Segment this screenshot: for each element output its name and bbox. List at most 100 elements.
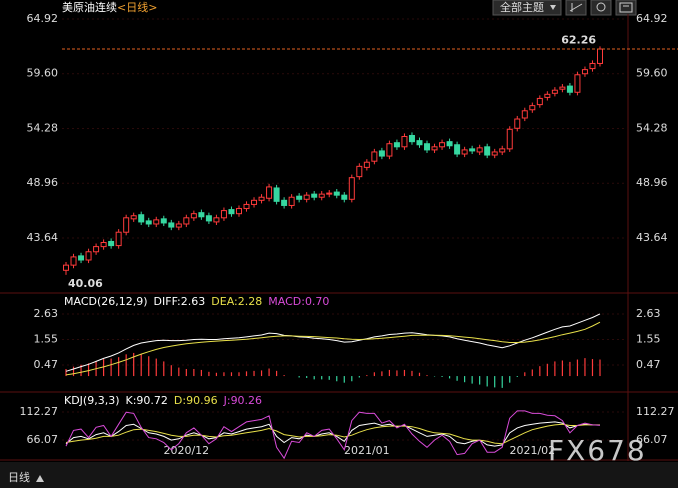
candle-body <box>153 219 160 225</box>
y-tick-label: 54.28 <box>27 121 59 134</box>
candle-body <box>220 210 227 219</box>
y-tick-label: 48.96 <box>27 176 59 189</box>
legend-value: 90.96 <box>186 394 218 407</box>
candle-body <box>424 143 431 151</box>
legend-name: MACD: <box>268 295 305 308</box>
candle-body <box>484 146 491 156</box>
candle-body <box>431 146 438 151</box>
candle-body <box>386 143 393 157</box>
x-tick-label: 2020/12 <box>163 444 209 457</box>
settings-icon <box>596 2 606 12</box>
theme-button-label[interactable]: 全部主题 <box>500 0 544 14</box>
candle-body <box>491 151 498 156</box>
legend-name: J: <box>223 394 231 407</box>
legend-value: 2.28 <box>238 295 263 308</box>
candle-body <box>205 215 212 222</box>
draw-icon <box>569 3 583 12</box>
dea-line <box>65 321 601 376</box>
candle-body <box>333 191 340 196</box>
candle-body <box>536 97 543 106</box>
candle-body <box>108 240 115 247</box>
indicator-legend: MACD(26,12,9) DIFF:2.63 DEA:2.28 MACD:0.70 <box>64 295 329 308</box>
y-tick-label: 112.27 <box>20 405 59 418</box>
candle-body <box>363 161 370 168</box>
candle-body <box>123 217 130 233</box>
legend-name: K: <box>126 394 137 407</box>
low-label: 40.06 <box>68 277 103 290</box>
y-tick-label: 2.63 <box>636 307 661 320</box>
candle-body <box>190 213 197 219</box>
legend-value: 2.63 <box>181 295 206 308</box>
candle-body <box>296 195 303 200</box>
candle-body <box>213 217 220 223</box>
candle-body <box>251 199 258 205</box>
high-label: 62.26 <box>561 33 596 46</box>
y-tick-label: 1.55 <box>34 332 59 345</box>
candle-body <box>348 177 355 200</box>
instrument-name: 美原油连续 <box>62 0 117 14</box>
indicator-line <box>65 423 600 445</box>
candle-body <box>476 147 483 153</box>
fullscreen-button[interactable] <box>615 0 637 16</box>
candle-body <box>408 134 415 143</box>
candle-body <box>63 264 69 271</box>
indicator-title: MACD(26,12,9) <box>64 295 148 308</box>
watermark: FX678 <box>548 434 647 467</box>
candle-body <box>183 217 190 225</box>
y-tick-label: 0.47 <box>636 358 661 371</box>
candle-body <box>341 194 348 200</box>
bottom-period[interactable]: 日线 <box>8 470 30 484</box>
candle-body <box>461 149 468 155</box>
legend-name: D: <box>174 394 186 407</box>
candle-body <box>198 212 205 218</box>
candle-body <box>589 62 596 70</box>
candle-body <box>78 255 85 261</box>
candle-body <box>168 222 175 228</box>
settings-button[interactable] <box>590 0 612 16</box>
candle-body <box>326 192 333 195</box>
candle-body <box>514 118 521 129</box>
candle-body <box>597 48 603 64</box>
candle-body <box>273 187 280 202</box>
candle-body <box>235 208 242 215</box>
plot-area: 43.64 43.64 48.96 48.96 54.28 54.28 59.60 59.60… <box>20 12 678 460</box>
candle-body <box>529 105 536 111</box>
candle-body <box>581 69 588 75</box>
x-tick-label: 2021/02 <box>509 444 555 457</box>
dropdown-icon[interactable] <box>550 5 556 10</box>
fullscreen-icon <box>619 2 633 13</box>
candle-body <box>551 89 558 94</box>
candle-body <box>559 86 566 90</box>
theme-button[interactable] <box>492 0 562 16</box>
candle-body <box>318 193 325 198</box>
y-tick-label: 43.64 <box>27 231 59 244</box>
candle-body <box>469 148 476 152</box>
period-menu-icon[interactable] <box>36 475 44 482</box>
candle-body <box>70 256 77 266</box>
candle-body <box>266 186 273 199</box>
candle-body <box>130 215 137 220</box>
candle-body <box>416 140 423 146</box>
candle-body <box>281 199 288 206</box>
candle-body <box>311 193 318 198</box>
indicator-line <box>65 410 601 460</box>
diff-line <box>65 313 601 372</box>
candle-body <box>574 74 581 93</box>
candle-body <box>228 209 235 215</box>
candle-body <box>566 85 573 93</box>
candle-body <box>439 142 446 148</box>
y-tick-label: 112.27 <box>636 405 675 418</box>
candle-body <box>160 218 167 224</box>
y-tick-label: 54.28 <box>636 121 668 134</box>
candle-body <box>544 93 551 98</box>
y-tick-label: 0.47 <box>34 358 59 371</box>
y-tick-label: 66.07 <box>636 433 668 446</box>
candle-body <box>521 110 528 119</box>
candle-body <box>371 151 378 162</box>
candle-body <box>175 223 182 228</box>
period-selector[interactable]: <日线> <box>117 0 157 14</box>
candle-body <box>258 196 265 201</box>
legend-value: 90.26 <box>231 394 263 407</box>
bottom-bar <box>0 462 678 488</box>
